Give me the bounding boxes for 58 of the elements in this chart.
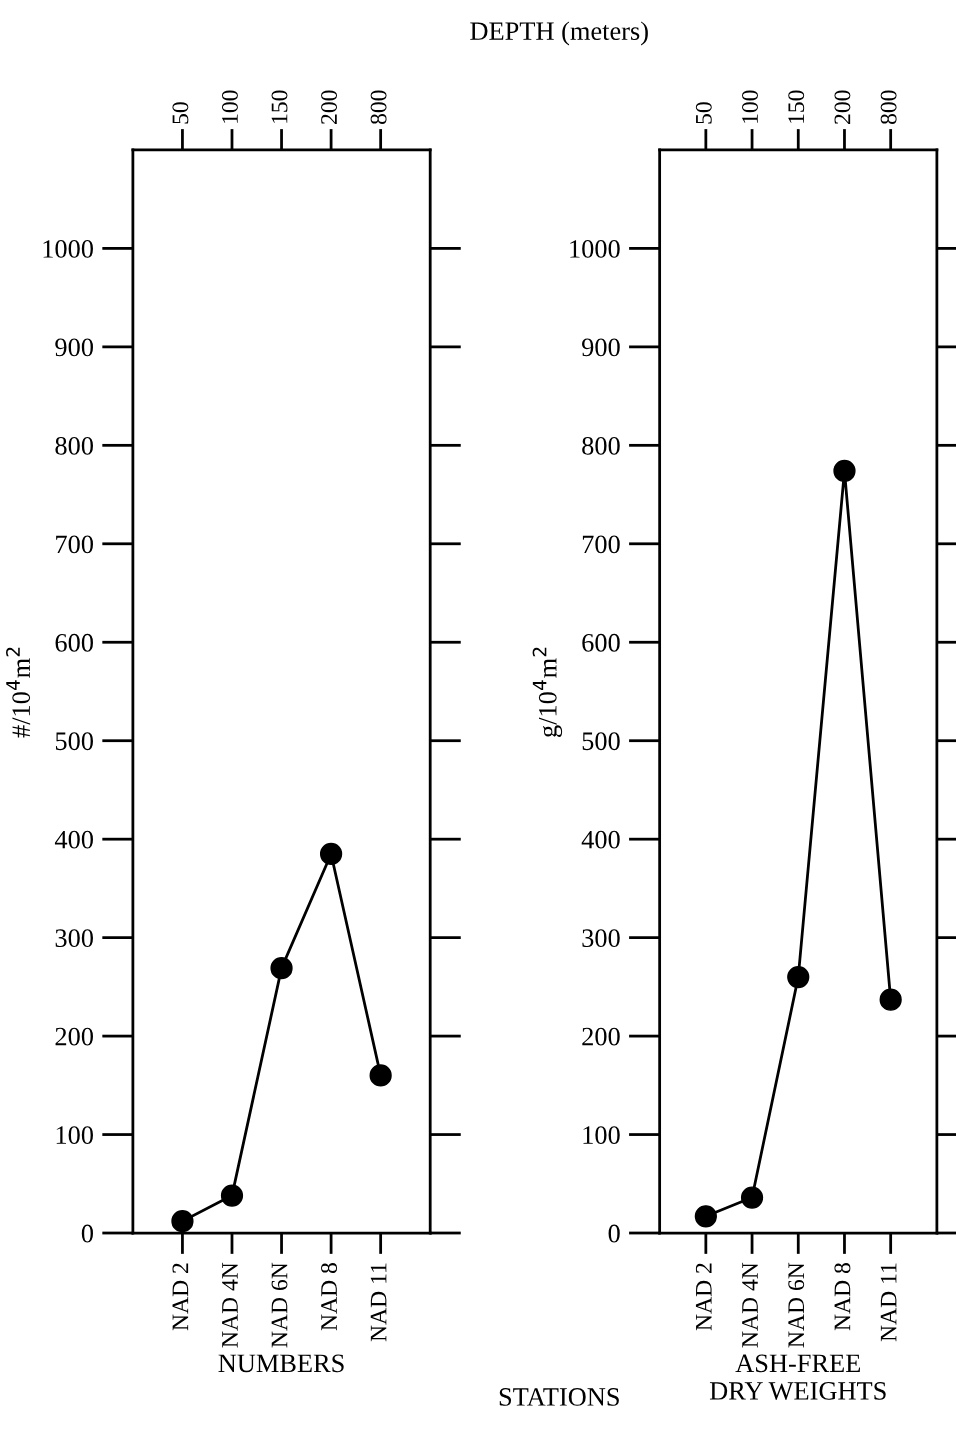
y-tick-label: 0 (81, 1224, 93, 1243)
y-tick-label: 1000 (570, 240, 620, 258)
y-tick-label: 300 (55, 929, 93, 948)
x2-axis-title: DEPTH (meters) (470, 21, 648, 46)
y-tick-label: 500 (55, 732, 93, 751)
y-tick-label: 600 (55, 633, 93, 652)
y-tick-label: 500 (582, 732, 620, 751)
annotation: 150 (271, 90, 288, 123)
annotation: 100 (742, 90, 758, 123)
annotation: 200 (834, 90, 851, 124)
x-tick-label: NAD 8 (321, 1263, 337, 1331)
point (171, 1210, 194, 1233)
point (740, 1186, 764, 1209)
x-tick-label: NAD 4N (222, 1262, 238, 1348)
x-tick-label: NAD 8 (834, 1263, 851, 1331)
y-tick-label: 100 (583, 1126, 620, 1144)
annotation: 50 (695, 102, 712, 124)
y-tick-label: 400 (54, 830, 93, 849)
text: STATIONS (499, 1388, 619, 1406)
point (833, 459, 856, 483)
y-tick-label: 800 (582, 436, 620, 455)
point (787, 965, 810, 989)
point (694, 1205, 717, 1228)
point (270, 957, 293, 980)
y-tick-label: 700 (582, 535, 620, 554)
y-tick-label: 400 (581, 830, 620, 849)
y-tick-label: 800 (55, 436, 93, 455)
y-axis-title: g/10$^{4}$m$^{2}$ (532, 647, 563, 737)
x-tick-label: NAD 6N (271, 1262, 288, 1348)
x-tick-label: NAD 4N (742, 1262, 758, 1348)
x-tick-label: NAD 2 (172, 1263, 189, 1331)
y-tick-label: 900 (55, 338, 93, 357)
annotation: 150 (788, 90, 805, 123)
x-axis-title: NUMBERS (218, 1354, 344, 1373)
y-tick-label: 100 (56, 1126, 93, 1144)
annotation: 800 (880, 90, 897, 125)
annotation: 100 (221, 90, 238, 123)
y-tick-label: 200 (582, 1027, 620, 1046)
y-tick-label: 900 (582, 338, 620, 357)
y-axis-title: #/10$^{4}$m$^{2}$ (6, 647, 31, 738)
y-tick-label: 600 (582, 633, 620, 652)
x-tick-label: NAD 6N (788, 1262, 805, 1348)
point (220, 1184, 244, 1207)
x-tick-label: NAD 2 (695, 1263, 712, 1331)
annotation: 50 (172, 102, 189, 124)
x-tick-label: NAD 11 (370, 1263, 387, 1342)
x-axis-title: ASH-FREE DRY WEIGHTS (709, 1354, 886, 1400)
annotation: 800 (370, 90, 387, 125)
y-tick-label: 200 (55, 1027, 93, 1046)
y-tick-label: 700 (56, 535, 93, 554)
point (879, 988, 902, 1011)
x-tick-label: NAD 11 (880, 1263, 897, 1342)
y-tick-label: 0 (608, 1224, 620, 1243)
point (319, 842, 343, 866)
annotation: 200 (321, 90, 337, 124)
y-tick-label: 300 (582, 929, 620, 948)
point (369, 1064, 392, 1087)
y-tick-label: 1000 (43, 240, 93, 258)
